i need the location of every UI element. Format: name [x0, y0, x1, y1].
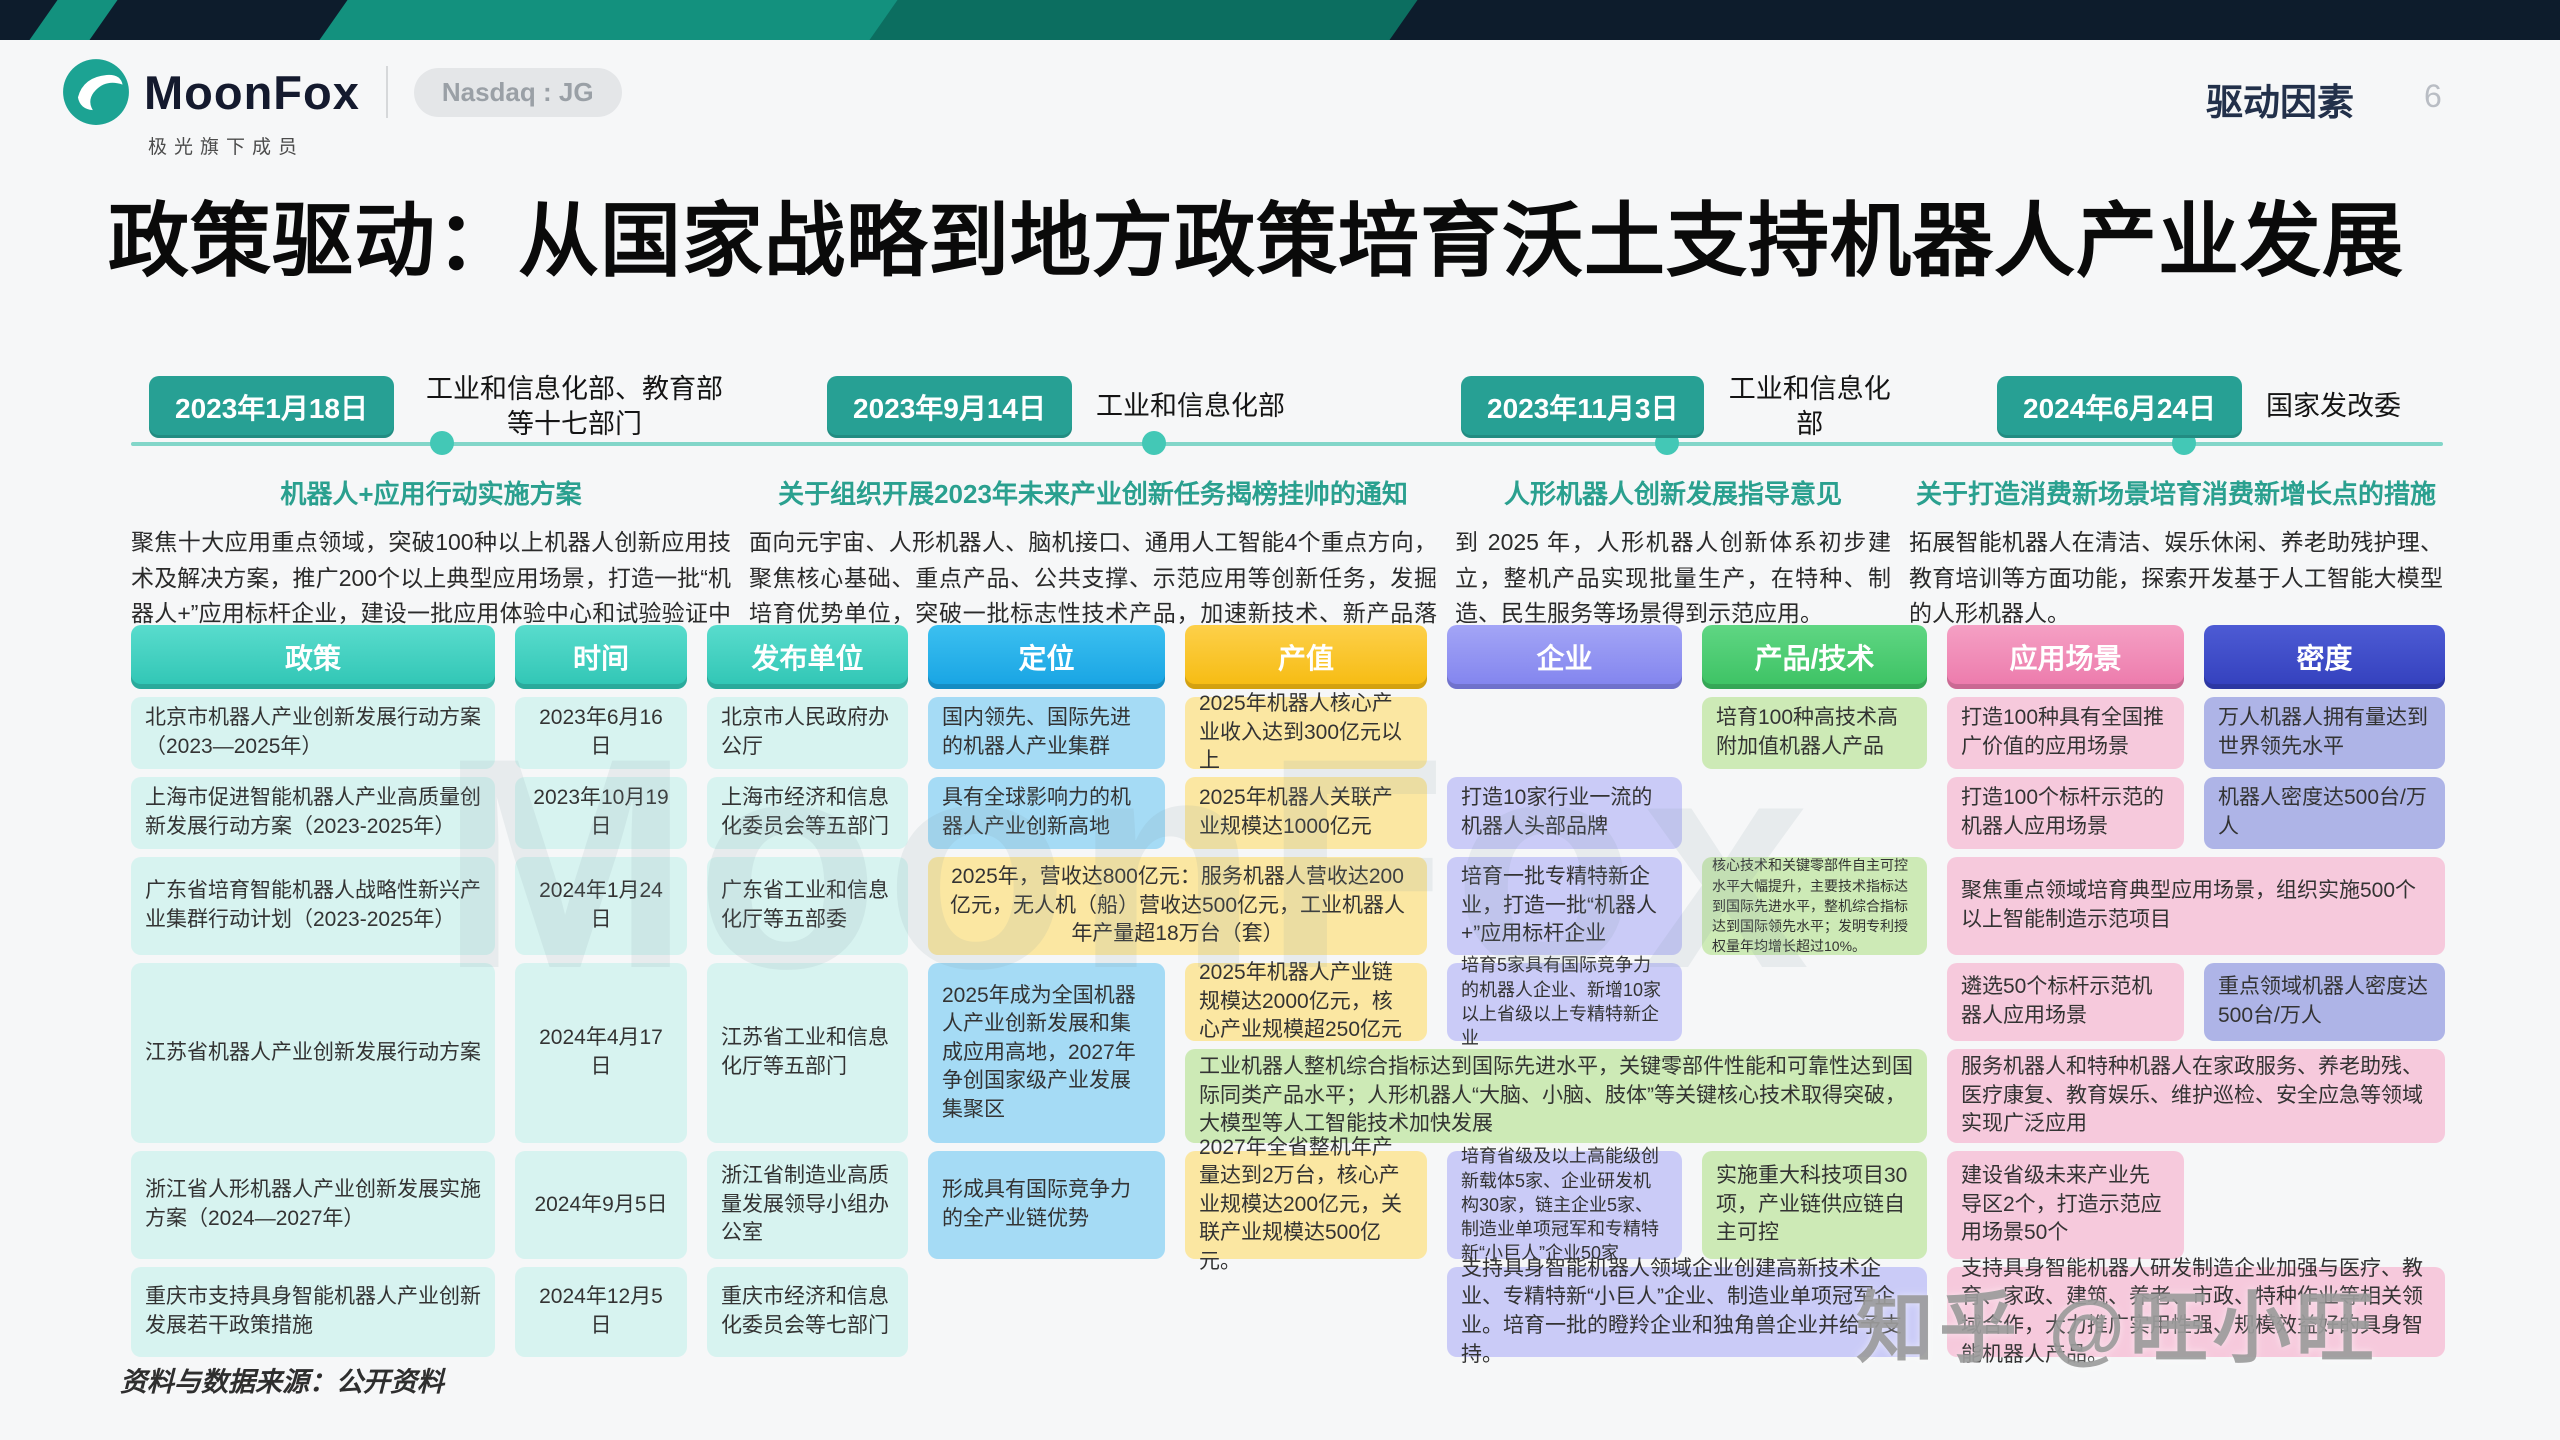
column-header: 产品/技术: [1702, 625, 1927, 689]
table-cell: 北京市人民政府办公厅: [707, 697, 908, 769]
table-cell: 打造10家行业一流的机器人头部品牌: [1447, 777, 1682, 849]
table-cell: 广东省工业和信息化厅等五部委: [707, 857, 908, 955]
source-note: 资料与数据来源：公开资料: [120, 1367, 444, 1397]
timeline-date-pill: 2023年11月3日: [1461, 376, 1705, 438]
timeline-policy-summary: 面向元宇宙、人形机器人、脑机接口、通用人工智能4个重点方向，聚焦核心基础、重点产…: [749, 529, 1437, 662]
table-cell: 浙江省人形机器人产业创新发展实施方案（2024—2027年）: [131, 1151, 495, 1259]
table-cell: 重庆市支持具身智能机器人产业创新发展若干政策措施: [131, 1267, 495, 1357]
table-cell: 遴选50个标杆示范机器人应用场景: [1947, 963, 2184, 1041]
table-cell: 2023年6月16日: [515, 697, 687, 769]
timeline-policy-title: 关于组织开展2023年未来产业创新任务揭榜挂帅的通知: [778, 479, 1408, 509]
column-header: 企业: [1447, 625, 1682, 689]
table-cell: 2025年机器人关联产业规模达1000亿元: [1185, 777, 1427, 849]
column-header: 定位: [928, 625, 1165, 689]
table-cell: 2025年机器人产业链规模达2000亿元，核心产业规模超250亿元: [1185, 961, 1427, 1041]
timeline-dot: [1142, 431, 1166, 455]
column-header: 密度: [2204, 625, 2445, 689]
banner-shape: [305, 0, 915, 40]
table-cell: 聚焦重点领域培育典型应用场景，组织实施500个以上智能制造示范项目: [1947, 857, 2445, 955]
page-number: 6: [2424, 78, 2442, 114]
table-cell: 培育省级及以上高能级创新载体5家、企业研发机构30家，链主企业5家、制造业单项冠…: [1447, 1146, 1682, 1263]
nasdaq-badge: Nasdaq : JG: [413, 67, 622, 117]
table-cell: 国内领先、国际先进的机器人产业集群: [928, 697, 1165, 769]
timeline-item: 2023年9月14日 工业和信息化部关于组织开展2023年未来产业创新任务揭榜挂帅…: [749, 376, 1437, 668]
policy-timeline: 2023年1月18日 工业和信息化部、教育部等十七部门 机器人+应用行动实施方案 聚焦…: [131, 374, 2443, 662]
table-cell: 打造100个标杆示范的机器人应用场景: [1947, 777, 2184, 849]
timeline-policy-title: 人形机器人创新发展指导意见: [1503, 479, 1842, 509]
brand-name: MoonFox: [144, 65, 360, 119]
timeline-policy-summary: 到 2025 年，人形机器人创新体系初步建立，整机产品实现批量生产，在特种、制造…: [1455, 529, 1891, 627]
table-cell: 浙江省制造业高质量发展领导小组办公室: [707, 1151, 908, 1259]
banner-shape: [15, 0, 125, 40]
timeline-department: 国家发改委: [2266, 391, 2402, 422]
table-cell: 上海市经济和信息化委员会等五部门: [707, 777, 908, 849]
timeline-date-pill: 2024年6月24日: [1997, 376, 2243, 438]
table-cell: 江苏省机器人产业创新发展行动方案: [131, 963, 495, 1143]
timeline-department: 工业和信息化部、教育部等十七部门: [426, 373, 723, 439]
logo-row: MoonFox Nasdaq : JG: [62, 58, 622, 126]
table-cell: 2024年4月17日: [515, 963, 687, 1143]
timeline-item: 2023年1月18日 工业和信息化部、教育部等十七部门 机器人+应用行动实施方案 聚焦…: [131, 374, 731, 668]
slide-title: 政策驱动：从国家战略到地方政策培育沃土支持机器人产业发展: [108, 197, 2405, 288]
table-cell: 培育100种高技术高附加值机器人产品: [1702, 697, 1927, 769]
table-cell: 2027年全省整机年产量达到2万台，核心产业规模达200亿元，关联产业规模达50…: [1185, 1136, 1427, 1273]
table-cell: 上海市促进智能机器人产业高质量创新发展行动方案（2023-2025年）: [131, 777, 495, 849]
table-cell: 打造100种具有全国推广价值的应用场景: [1947, 697, 2184, 769]
section-label: 驱动因素: [2206, 82, 2354, 123]
timeline-date-pill: 2023年9月14日: [827, 376, 1073, 438]
table-cell: 支持具身智能机器人领域企业创建高新技术企业、专精特新“小巨人”企业、制造业单项冠…: [1447, 1257, 1927, 1366]
timeline-date-pill: 2023年1月18日: [149, 376, 395, 438]
timeline-item: 2023年11月3日 工业和信息化部人形机器人创新发展指导意见到 2025 年，人…: [1455, 374, 1891, 668]
table-cell: 支持具身智能机器人研发制造企业加强与医疗、教育、家政、建筑、养老、市政、特种作业…: [1947, 1257, 2445, 1366]
moonfox-logo-icon: [62, 58, 130, 126]
table-cell: 广东省培育智能机器人战略性新兴产业集群行动计划（2023-2025年）: [131, 857, 495, 955]
table-cell: 重庆市经济和信息化委员会等七部门: [707, 1267, 908, 1357]
table-cell: 2025年机器人核心产业收入达到300亿元以上: [1185, 692, 1427, 772]
column-header: 时间: [515, 625, 687, 689]
table-cell: 2025年，营收达800亿元：服务机器人营收达200亿元，无人机（船）营收达50…: [928, 857, 1427, 955]
zhihu-watermark: 知乎 @旺小旺: [1856, 1284, 2379, 1372]
table-cell: 2024年1月24日: [515, 857, 687, 955]
table-cell: 实施重大科技项目30项，产业链供应链自主可控: [1702, 1151, 1927, 1259]
column-header: 应用场景: [1947, 625, 2184, 689]
table-cell: 核心技术和关键零部件自主可控水平大幅提升，主要技术指标达到国际先进水平，整机综合…: [1702, 857, 1927, 955]
table-cell: 培育一批专精特新企业，打造一批“机器人+”应用标杆企业: [1447, 857, 1682, 955]
table-cell: 具有全球影响力的机器人产业创新高地: [928, 777, 1165, 849]
column-header: 产值: [1185, 625, 1427, 689]
table-cell: 机器人密度达500台/万人: [2204, 777, 2445, 849]
table-cell: 建设省级未来产业先导区2个，打造示范应用场景50个: [1947, 1151, 2184, 1259]
table-cell: 服务机器人和特种机器人在家政服务、养老助残、医疗康复、教育娱乐、维护巡检、安全应…: [1947, 1049, 2445, 1143]
logo-divider: [385, 66, 388, 118]
timeline-policy-title: 关于打造消费新场景培育消费新增长点的措施: [1915, 479, 2436, 509]
top-banner: [0, 0, 2560, 40]
table-cell: 2024年12月5日: [515, 1267, 687, 1357]
timeline-item: 2024年6月24日 国家发改委关于打造消费新场景培育消费新增长点的措施拓展智能机…: [1909, 376, 2443, 668]
table-cell: 万人机器人拥有量达到世界领先水平: [2204, 697, 2445, 769]
timeline-department: 工业和信息化部: [1728, 373, 1891, 439]
table-cell: 江苏省工业和信息化厅等五部门: [707, 963, 908, 1143]
timeline-dot: [430, 431, 454, 455]
table-cell: 2025年成为全国机器人产业创新发展和集成应用高地，2027年争创国家级产业发展…: [928, 963, 1165, 1143]
brand-subtitle: 极光旗下成员: [148, 137, 305, 158]
timeline-department: 工业和信息化部: [1096, 391, 1286, 422]
column-header: 政策: [131, 625, 495, 689]
timeline-policy-summary: 拓展智能机器人在清洁、娱乐休闲、养老助残护理、教育培训等方面功能，探索开发基于人…: [1909, 529, 2443, 627]
column-header: 发布单位: [707, 625, 908, 689]
table-cell: 2023年10月19日: [515, 777, 687, 849]
table-cell: 重点领域机器人密度达500台/万人: [2204, 963, 2445, 1041]
banner-shape: [855, 0, 1425, 40]
timeline-policy-title: 机器人+应用行动实施方案: [280, 479, 582, 509]
table-cell: 形成具有国际竞争力的全产业链优势: [928, 1151, 1165, 1259]
table-cell: 工业机器人整机综合指标达到国际先进水平，关键零部件性能和可靠性达到国际同类产品水…: [1185, 1049, 1927, 1143]
table-cell: 培育5家具有国际竞争力的机器人企业、新增10家以上省级以上专精特新企业: [1447, 955, 1682, 1048]
policy-table: 政策 时间 发布单位 定位 产值 企业 产品/技术 应用场景 密度北京市机器人产业创新发展行动方…: [131, 625, 2445, 1366]
timeline-line: [131, 442, 2443, 446]
table-cell: 北京市机器人产业创新发展行动方案（2023—2025年）: [131, 697, 495, 769]
table-cell: 2024年9月5日: [515, 1151, 687, 1259]
